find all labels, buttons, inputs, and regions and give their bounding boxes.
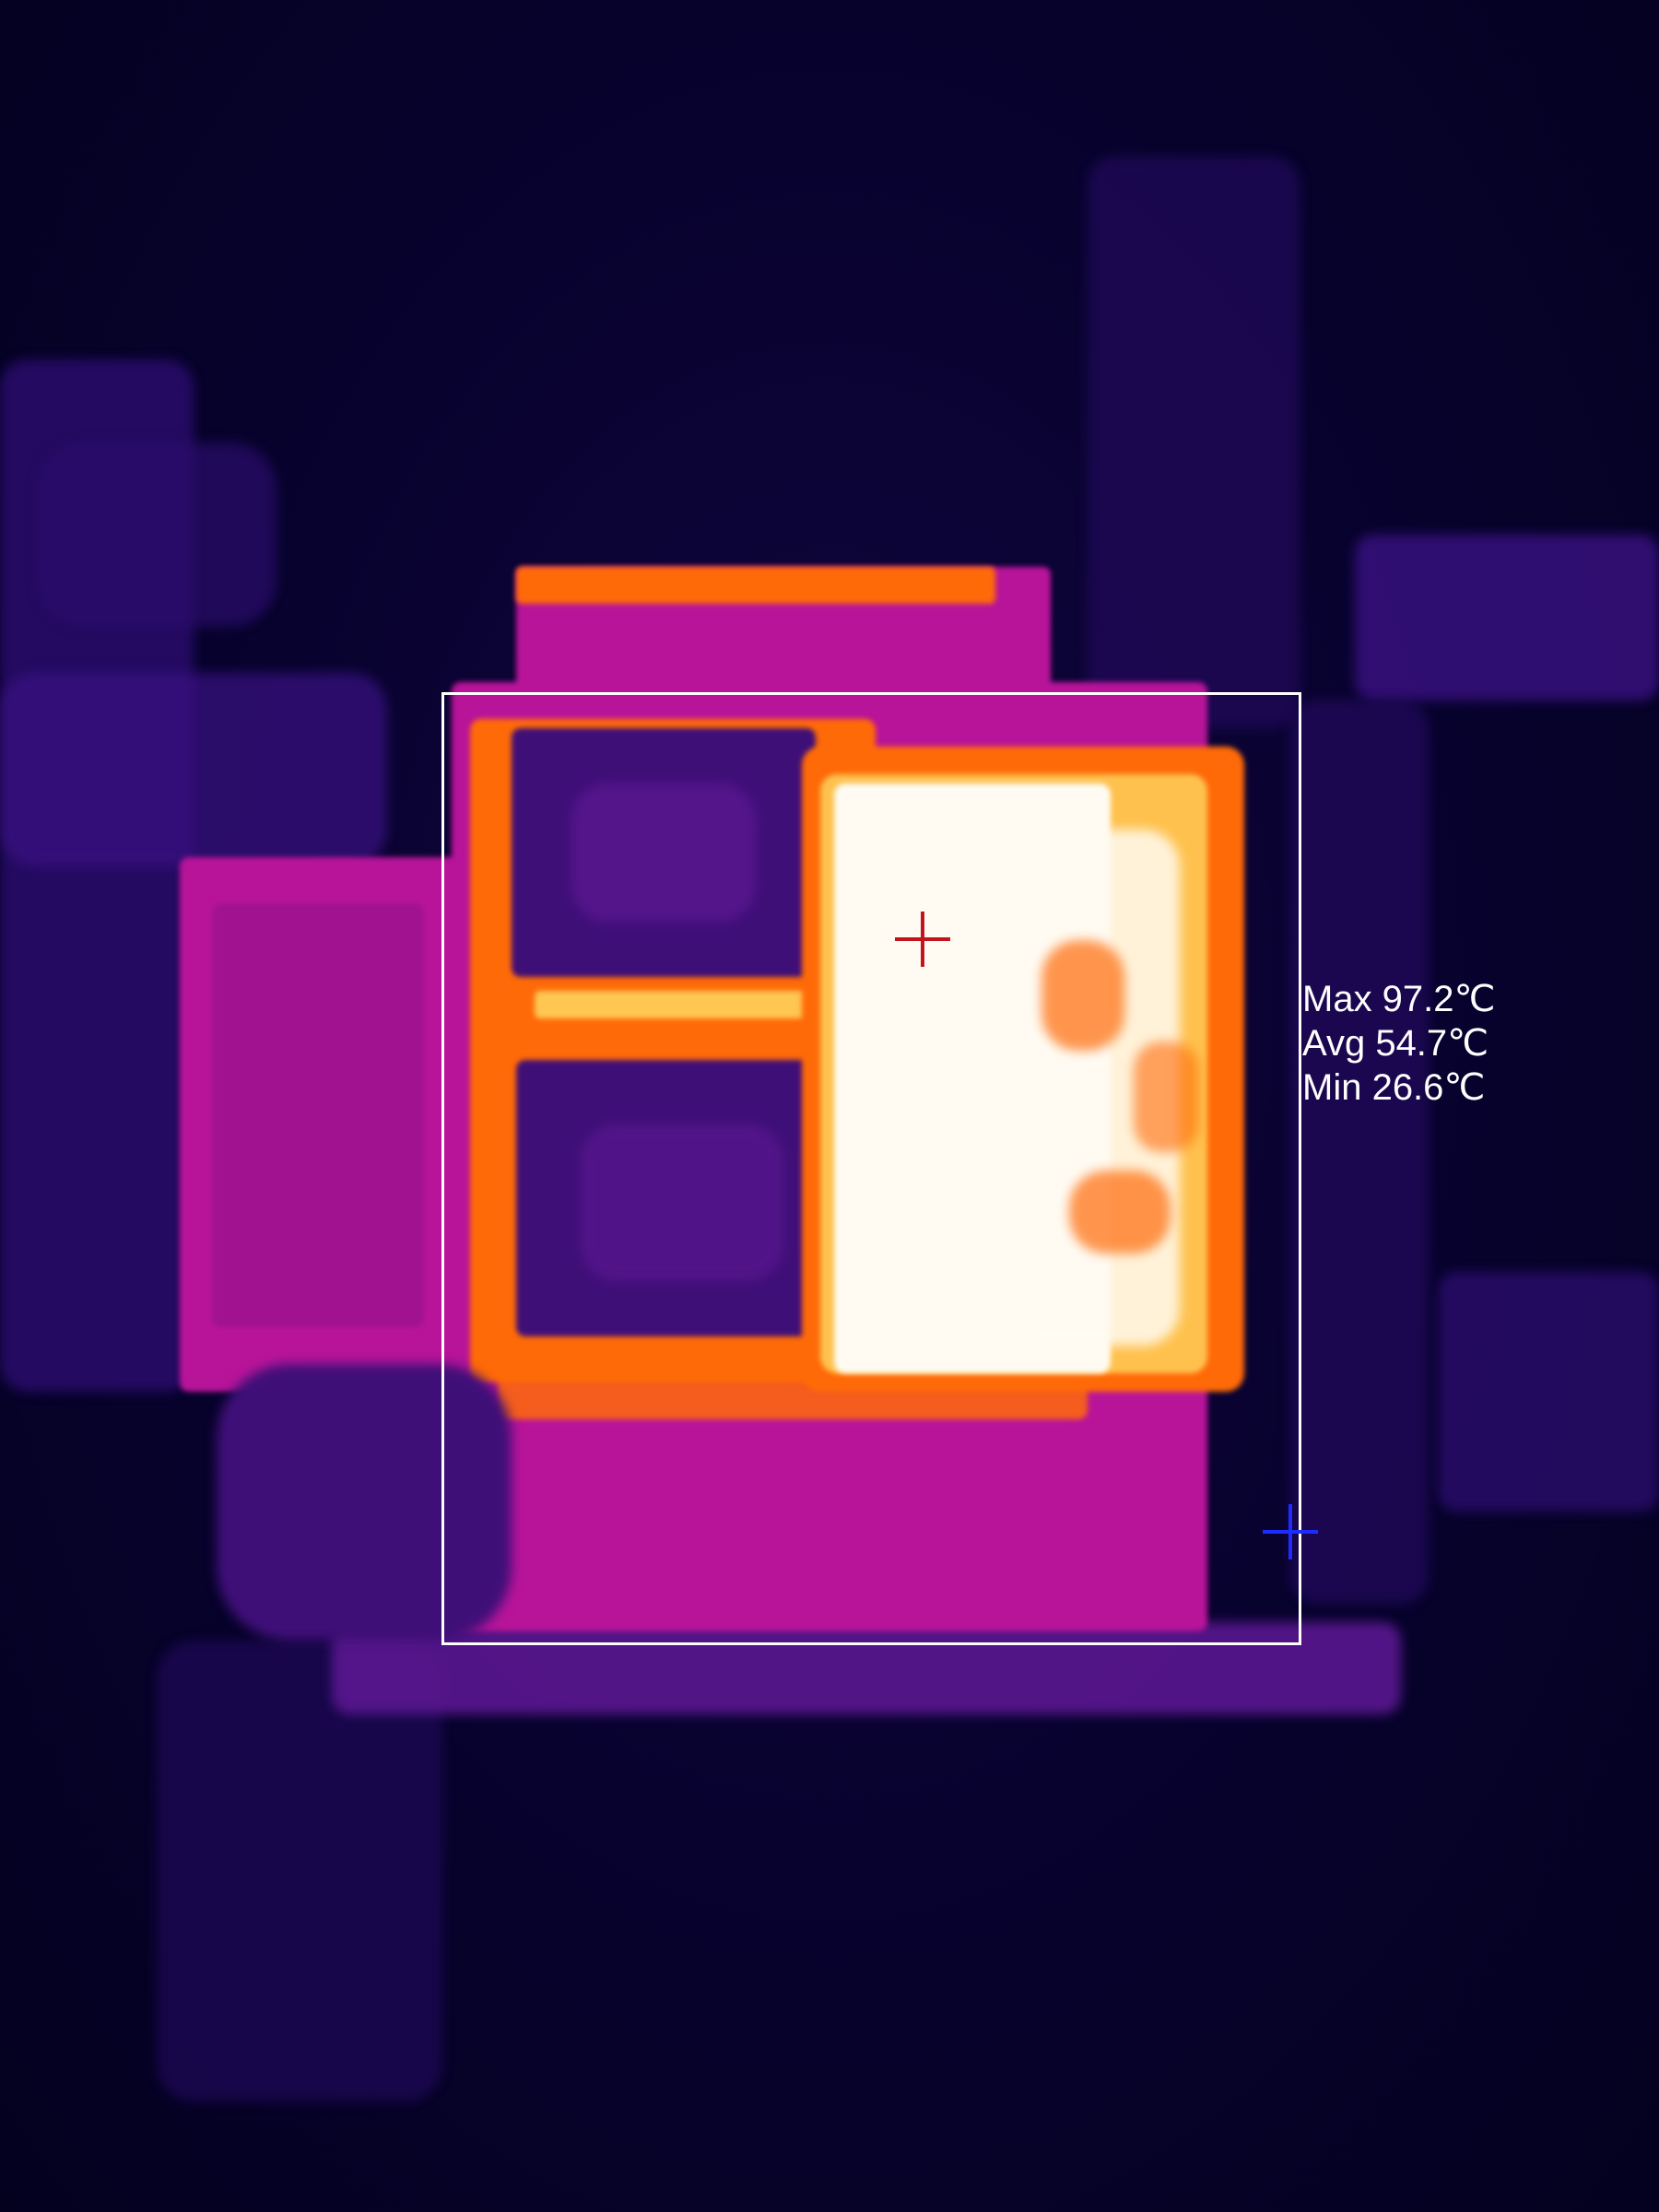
min-temperature-crosshair-icon [1263, 1504, 1318, 1559]
background-structure-right-upper [1088, 157, 1300, 728]
background-structure-bottom-left [157, 1641, 442, 2101]
cool-panel-top-core [571, 783, 756, 922]
device-lower-section [516, 1392, 1069, 1613]
max-temperature-label: Max 97.2℃ [1302, 979, 1496, 1019]
background-structure-top-left [37, 442, 276, 627]
background-structure-right-lower [1438, 1272, 1659, 1512]
max-temperature-crosshair-icon [895, 912, 950, 967]
avg-temperature-label: Avg 54.7℃ [1302, 1023, 1489, 1064]
background-structure-right-column [1290, 700, 1429, 1604]
temperature-readout: Max 97.2℃ Avg 54.7℃ Min 26.6℃ [1302, 977, 1495, 1110]
hot-zone-speckle-2 [1069, 1171, 1171, 1253]
device-left-cavity [217, 1364, 512, 1641]
background-structure-right-bar [1355, 535, 1659, 700]
min-temperature-label: Min 26.6℃ [1302, 1067, 1486, 1108]
background-structure-left-arm [0, 673, 387, 866]
device-top-edge [516, 567, 995, 604]
hot-zone-speckle-3 [1134, 1041, 1198, 1152]
device-body-left-inner [212, 903, 424, 1327]
device-base [332, 1622, 1401, 1714]
panel-divider [535, 991, 820, 1018]
cool-panel-bottom-core [581, 1124, 783, 1281]
hot-zone-speckle-1 [1041, 940, 1124, 1051]
roi-rectangle[interactable] [441, 692, 1301, 1645]
